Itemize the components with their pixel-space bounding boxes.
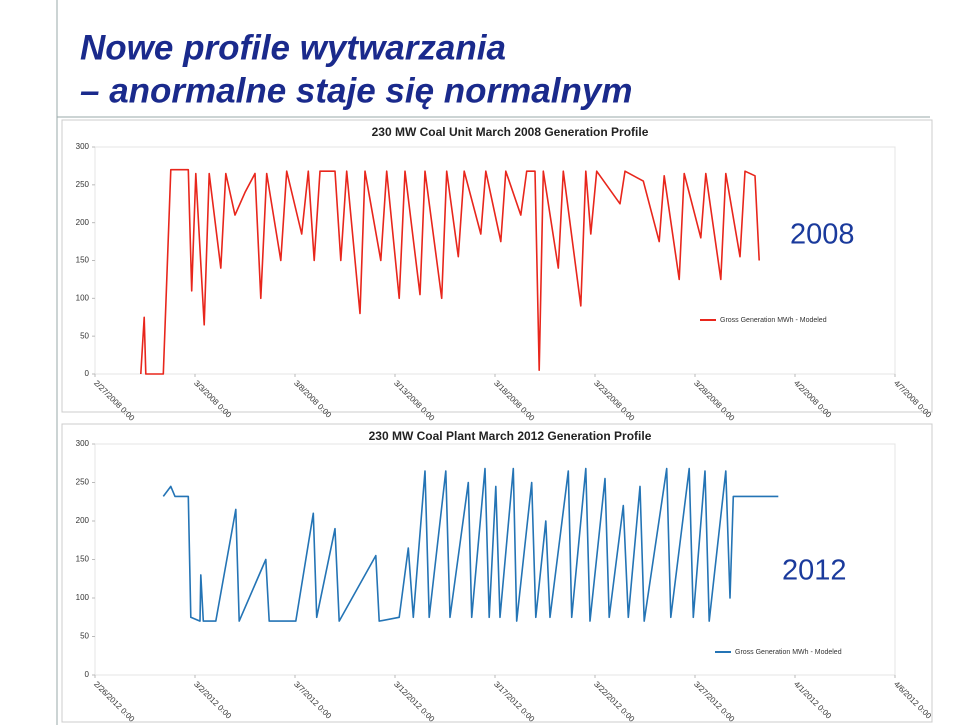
chart-title: 230 MW Coal Unit March 2008 Generation P… <box>372 125 649 139</box>
annotation: 2008 <box>790 219 855 251</box>
y-tick-label: 300 <box>76 142 90 151</box>
y-tick-label: 300 <box>76 439 90 448</box>
y-tick-label: 250 <box>76 478 90 487</box>
y-tick-label: 0 <box>85 369 90 378</box>
slide-title: Nowe profile wytwarzania <box>80 28 506 67</box>
plot-area <box>94 443 896 676</box>
legend-label: Gross Generation MWh - Modeled <box>720 317 827 324</box>
y-tick-label: 100 <box>76 293 90 302</box>
plot-area <box>94 146 896 375</box>
y-tick-label: 50 <box>80 632 89 641</box>
y-tick-label: 100 <box>76 593 90 602</box>
y-tick-label: 0 <box>85 670 90 679</box>
y-tick-label: 150 <box>76 256 90 265</box>
y-tick-label: 200 <box>76 516 90 525</box>
y-tick-label: 200 <box>76 218 90 227</box>
series-line <box>162 467 779 622</box>
legend-label: Gross Generation MWh - Modeled <box>735 649 842 656</box>
y-tick-label: 150 <box>76 555 90 564</box>
series-line <box>140 168 760 375</box>
annotation: 2012 <box>782 555 847 587</box>
y-tick-label: 250 <box>76 180 90 189</box>
slide-title: – anormalne staje się normalnym <box>80 71 632 110</box>
y-tick-label: 50 <box>80 331 89 340</box>
chart-title: 230 MW Coal Plant March 2012 Generation … <box>369 429 652 443</box>
